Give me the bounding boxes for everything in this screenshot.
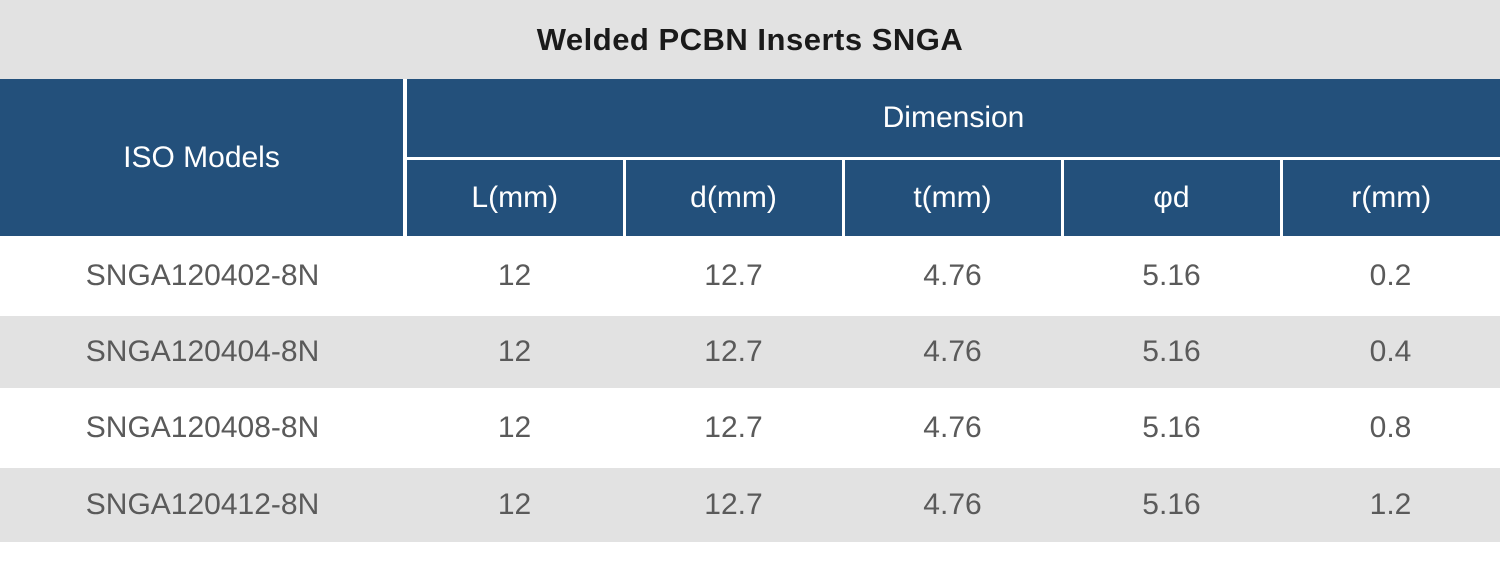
value-cell: 12.7 <box>624 464 843 542</box>
value-cell: 12.7 <box>624 236 843 314</box>
table-row: SNGA120404-8N 12 12.7 4.76 5.16 0.4 <box>0 312 1500 390</box>
model-cell: SNGA120402-8N <box>0 236 405 314</box>
model-cell: SNGA120412-8N <box>0 464 405 542</box>
value-cell: 4.76 <box>843 312 1062 390</box>
model-cell: SNGA120404-8N <box>0 312 405 390</box>
column-header-l-mm: L(mm) <box>403 158 624 238</box>
value-cell: 5.16 <box>1062 312 1281 390</box>
column-header-r-mm: r(mm) <box>1279 158 1500 238</box>
column-header-d-mm: d(mm) <box>622 158 843 238</box>
model-cell: SNGA120408-8N <box>0 388 405 466</box>
value-cell: 5.16 <box>1062 464 1281 542</box>
table-row: SNGA120402-8N 12 12.7 4.76 5.16 0.2 <box>0 236 1500 314</box>
table-row: SNGA120408-8N 12 12.7 4.76 5.16 0.8 <box>0 388 1500 466</box>
value-cell: 5.16 <box>1062 388 1281 466</box>
value-cell: 0.2 <box>1281 236 1500 314</box>
value-cell: 12 <box>405 464 624 542</box>
value-cell: 4.76 <box>843 236 1062 314</box>
value-cell: 12 <box>405 388 624 466</box>
value-cell: 12 <box>405 236 624 314</box>
column-header-t-mm: t(mm) <box>841 158 1062 238</box>
value-cell: 4.76 <box>843 388 1062 466</box>
value-cell: 12.7 <box>624 388 843 466</box>
column-header-iso-models: ISO Models <box>0 79 407 238</box>
table-row: SNGA120412-8N 12 12.7 4.76 5.16 1.2 <box>0 464 1500 542</box>
value-cell: 12.7 <box>624 312 843 390</box>
value-cell: 1.2 <box>1281 464 1500 542</box>
value-cell: 4.76 <box>843 464 1062 542</box>
table-title: Welded PCBN Inserts SNGA <box>0 0 1500 79</box>
spec-table: ISO Models Dimension L(mm) d(mm) t(mm) φ… <box>0 79 1500 542</box>
value-cell: 0.8 <box>1281 388 1500 466</box>
value-cell: 0.4 <box>1281 312 1500 390</box>
column-header-phi-d: φd <box>1060 158 1281 238</box>
value-cell: 12 <box>405 312 624 390</box>
value-cell: 5.16 <box>1062 236 1281 314</box>
column-header-dimension: Dimension <box>405 79 1500 160</box>
